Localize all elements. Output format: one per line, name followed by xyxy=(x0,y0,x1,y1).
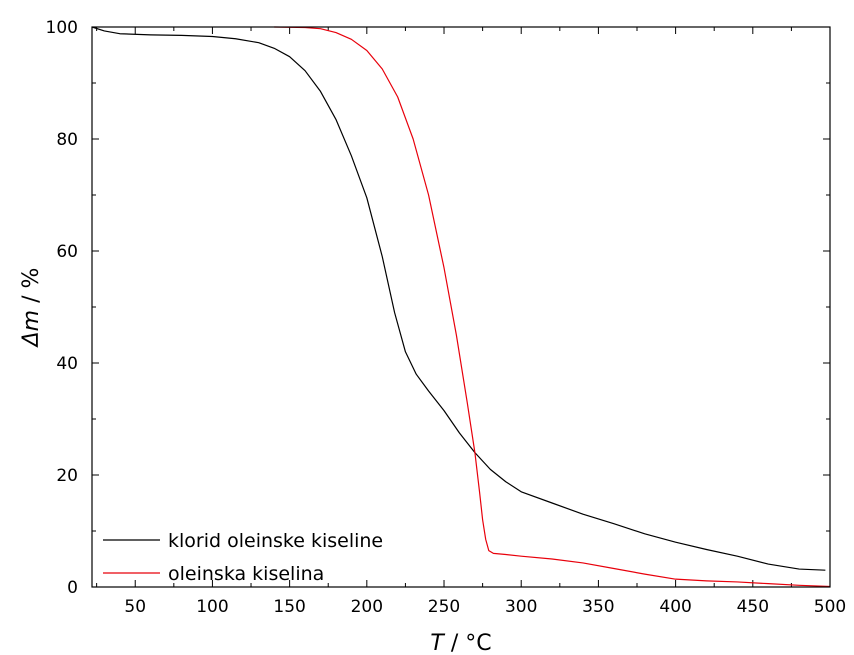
y-tick-label: 40 xyxy=(56,354,78,374)
x-tick-label: 250 xyxy=(428,597,460,617)
series-line-oleinska xyxy=(274,26,831,588)
x-tick-label: 450 xyxy=(737,597,769,617)
y-tick-label: 100 xyxy=(46,18,78,38)
y-axis-title-variable: Δm xyxy=(19,310,44,348)
x-tick-label: 150 xyxy=(273,597,305,617)
x-axis-title-unit: / °C xyxy=(444,631,492,655)
y-tick-label: 20 xyxy=(56,466,78,486)
y-axis-title: Δm / % xyxy=(19,268,44,349)
y-tick-label: 80 xyxy=(56,130,78,150)
x-tick-label: 50 xyxy=(124,597,146,617)
y-tick-label: 60 xyxy=(56,242,78,262)
x-tick-label: 200 xyxy=(351,597,383,617)
series-line-klorid xyxy=(91,26,826,571)
plot-frame xyxy=(91,26,831,588)
x-tick-label: 300 xyxy=(505,597,537,617)
legend-label-klorid: klorid oleinske kiseline xyxy=(168,530,383,552)
y-tick-label: 0 xyxy=(67,578,78,598)
x-tick-label: 350 xyxy=(582,597,614,617)
x-tick-label: 500 xyxy=(814,597,846,617)
x-tick-label: 400 xyxy=(659,597,691,617)
x-tick-label: 100 xyxy=(196,597,228,617)
tick-marks-layer xyxy=(92,26,831,588)
tick-labels-layer: 50 100 150 200 250 300 350 400 450 500 0 20 40 60 80 10… xyxy=(46,18,847,617)
x-axis-title-variable: T xyxy=(430,631,445,655)
series-layer xyxy=(91,26,831,588)
legend: klorid oleinske kiseline oleinska kiseli… xyxy=(103,530,383,585)
y-axis-title-unit: / % xyxy=(19,268,44,310)
legend-label-oleinska: oleinska kiselina xyxy=(168,563,324,585)
x-axis-title: T / °C xyxy=(430,631,491,655)
